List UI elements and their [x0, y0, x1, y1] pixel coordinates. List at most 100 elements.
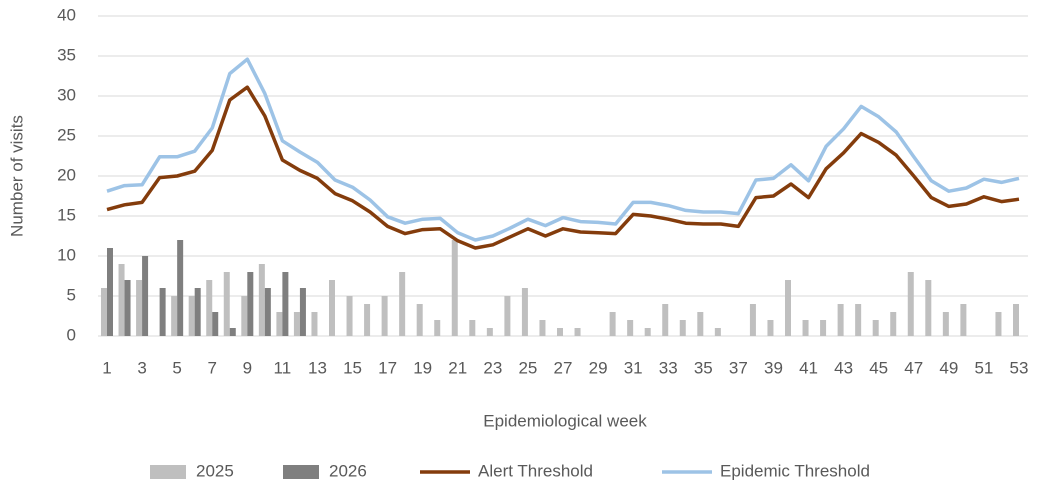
bar	[644, 328, 651, 336]
y-tick-label: 30	[57, 85, 76, 104]
bar	[177, 240, 184, 336]
bar	[749, 304, 756, 336]
x-tick-label: 31	[624, 358, 643, 377]
bar	[346, 296, 353, 336]
x-tick-label: 13	[308, 358, 327, 377]
x-tick-label: 37	[729, 358, 748, 377]
x-tick-label: 47	[904, 358, 923, 377]
x-tick-label: 15	[343, 358, 362, 377]
bar	[820, 320, 827, 336]
y-tick-label: 5	[67, 285, 76, 304]
bar	[469, 320, 476, 336]
bar	[329, 280, 335, 336]
legend-label: 2025	[196, 461, 234, 480]
legend-label: Epidemic Threshold	[720, 461, 870, 480]
x-tick-label: 29	[589, 358, 608, 377]
bar	[223, 272, 230, 336]
bar	[107, 248, 113, 336]
bar	[241, 296, 248, 336]
bar	[714, 328, 721, 336]
bar	[188, 296, 195, 336]
bar	[194, 288, 201, 336]
legend-swatch	[283, 465, 319, 479]
x-tick-label: 17	[378, 358, 397, 377]
line	[106, 57, 1020, 242]
bar	[299, 288, 306, 336]
x-tick-label: 51	[974, 358, 993, 377]
bar	[159, 288, 166, 336]
bar	[855, 304, 862, 336]
x-tick-label: 53	[1010, 358, 1029, 377]
bar	[282, 272, 289, 336]
y-tick-label: 20	[57, 165, 76, 184]
bar	[837, 304, 844, 336]
x-tick-label: 19	[413, 358, 432, 377]
bar	[960, 304, 967, 336]
y-tick-label: 25	[57, 125, 76, 144]
bar	[767, 320, 774, 336]
bar	[364, 304, 371, 336]
bar	[434, 320, 441, 336]
y-axis-label: Number of visits	[7, 115, 26, 237]
bar	[212, 312, 219, 336]
x-tick-label: 49	[939, 358, 958, 377]
bar	[574, 328, 581, 336]
bar	[521, 288, 528, 336]
x-tick-label: 7	[207, 358, 216, 377]
bar	[258, 264, 265, 336]
bar	[276, 312, 283, 336]
bar	[995, 312, 1002, 336]
bar	[504, 296, 511, 336]
bar	[872, 320, 879, 336]
bar	[142, 256, 149, 336]
bar	[890, 312, 897, 336]
bar	[101, 288, 107, 336]
bar	[293, 312, 300, 336]
y-tick-label: 0	[67, 325, 76, 344]
legend-label: Alert Threshold	[478, 461, 593, 480]
bar	[118, 264, 125, 336]
bar	[171, 296, 178, 336]
bar	[785, 280, 791, 336]
bar	[264, 288, 271, 336]
x-tick-label: 43	[834, 358, 853, 377]
bar	[907, 272, 914, 336]
bar	[539, 320, 546, 336]
bar	[802, 320, 809, 336]
y-tick-label: 15	[57, 205, 76, 224]
bar	[1013, 304, 1019, 336]
bar	[609, 312, 616, 336]
bar	[206, 280, 213, 336]
x-tick-label: 1	[102, 358, 111, 377]
y-tick-label: 35	[57, 45, 76, 64]
bar	[311, 312, 318, 336]
x-tick-label: 27	[554, 358, 573, 377]
legend-swatch	[150, 465, 186, 479]
x-tick-label: 23	[483, 358, 502, 377]
line	[106, 85, 1020, 250]
bar	[247, 272, 254, 336]
bar	[381, 296, 388, 336]
x-axis-label: Epidemiological week	[483, 411, 647, 430]
bar	[557, 328, 563, 336]
x-tick-label: 25	[518, 358, 537, 377]
bar	[925, 280, 932, 336]
y-tick-label: 40	[57, 5, 76, 24]
bar	[942, 312, 949, 336]
bar	[697, 312, 704, 336]
x-tick-label: 35	[694, 358, 713, 377]
legend-label: 2026	[329, 461, 367, 480]
bar	[627, 320, 634, 336]
x-tick-label: 21	[448, 358, 467, 377]
x-tick-label: 3	[137, 358, 146, 377]
x-tick-label: 5	[172, 358, 181, 377]
x-tick-label: 9	[243, 358, 252, 377]
x-tick-label: 11	[274, 358, 292, 377]
bar	[399, 272, 406, 336]
bar	[124, 280, 131, 336]
bar	[136, 280, 143, 336]
x-tick-label: 41	[799, 358, 818, 377]
bar	[229, 328, 236, 336]
bar	[451, 240, 458, 336]
